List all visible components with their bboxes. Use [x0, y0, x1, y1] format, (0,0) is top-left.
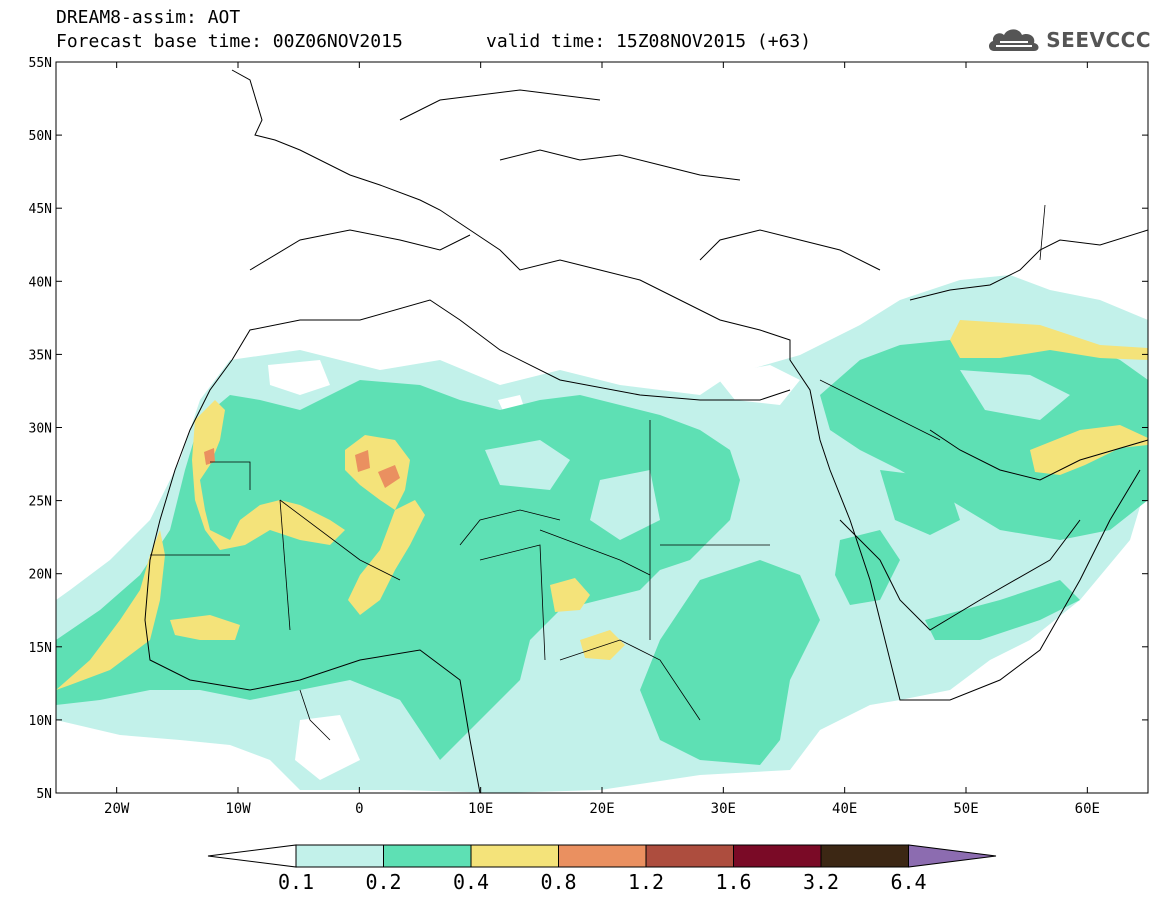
colorbar: 0.1 0.2 0.4 0.8 1.2 1.6 3.2 6.4: [207, 844, 997, 894]
lon-label: 10E: [468, 801, 493, 817]
coastlines: [144, 69, 1148, 793]
lon-label: 50E: [953, 801, 978, 817]
aot-green-holes: [485, 370, 1070, 540]
colorbar-label: 0.8: [540, 870, 576, 894]
cloud-icon: [989, 29, 1039, 51]
colorbar-arrow-high: [908, 844, 997, 868]
lat-label: 55N: [29, 56, 52, 71]
lon-label: 0: [355, 801, 363, 817]
colorbar-segment: [558, 844, 647, 868]
lat-label: 50N: [29, 129, 52, 144]
lat-label: 5N: [36, 787, 52, 802]
lon-label: 60E: [1075, 801, 1100, 817]
country-borders: [150, 204, 1046, 741]
lat-label: 30N: [29, 422, 52, 437]
lon-label: 30E: [711, 801, 736, 817]
colorbar-label: 0.2: [365, 870, 401, 894]
map-plot-area: [56, 62, 1148, 793]
colorbar-arrow-low: [207, 844, 297, 868]
colorbar-label: 0.1: [278, 870, 314, 894]
colorbar-label: 0.4: [453, 870, 489, 894]
colorbar-label: 3.2: [803, 870, 839, 894]
latitude-axis: 55N 50N 45N 40N 35N 30N 25N 20N 15N 10N 5N: [29, 56, 1148, 802]
lat-label: 25N: [29, 495, 52, 510]
logo-text: SEEVCCC: [1046, 28, 1151, 52]
map-title: DREAM8-assim: AOT: [56, 7, 241, 28]
colorbar-label: 6.4: [890, 870, 926, 894]
lon-label: 10W: [225, 801, 251, 817]
colorbar-segment: [645, 844, 734, 868]
colorbar-segment: [470, 844, 559, 868]
aot-contour-0.8: [204, 448, 400, 488]
forecast-base-time: Forecast base time: 00Z06NOV2015: [56, 31, 403, 52]
colorbar-segment: [295, 844, 384, 868]
aot-contour-0.2: [56, 330, 1148, 765]
lat-label: 20N: [29, 568, 52, 583]
lat-label: 10N: [29, 714, 52, 729]
colorbar-segment: [733, 844, 822, 868]
lon-label: 20W: [104, 801, 130, 817]
colorbar-label: 1.6: [715, 870, 751, 894]
lat-label: 45N: [29, 202, 52, 217]
valid-time: valid time: 15Z08NOV2015 (+63): [486, 31, 812, 52]
lat-label: 40N: [29, 275, 52, 290]
lat-label: 15N: [29, 641, 52, 656]
colorbar-segment: [820, 844, 909, 868]
lat-label: 35N: [29, 348, 52, 363]
lon-label: 40E: [832, 801, 857, 817]
logo: SEEVCCC: [986, 25, 1151, 55]
colorbar-label: 1.2: [628, 870, 664, 894]
longitude-axis: 20W 10W 0 10E 20E 30E 40E 50E 60E: [104, 62, 1100, 817]
lon-label: 20E: [589, 801, 614, 817]
colorbar-segment: [383, 844, 472, 868]
